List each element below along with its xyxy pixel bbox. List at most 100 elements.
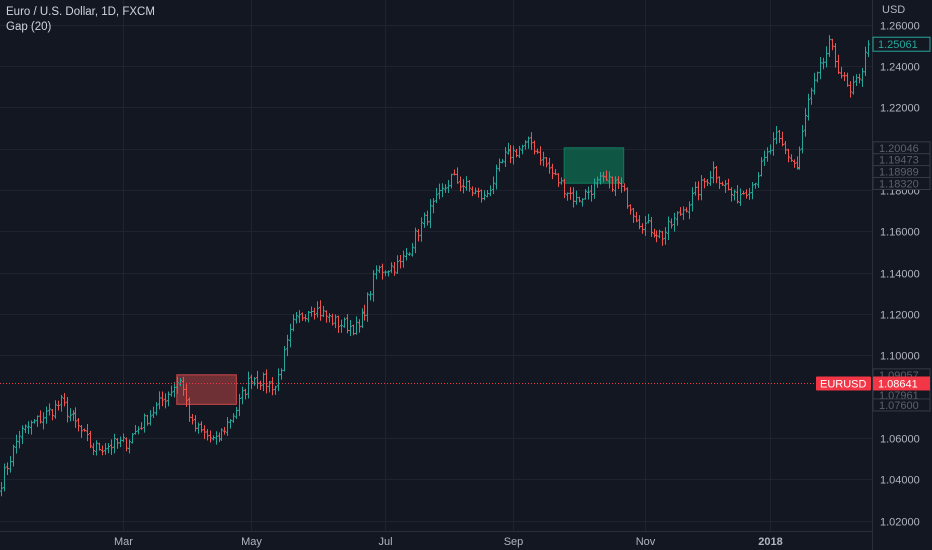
up-bar <box>369 291 372 301</box>
up-bar <box>247 371 250 399</box>
down-bar <box>194 415 197 432</box>
y-tick-label: 1.06000 <box>880 434 920 446</box>
up-bar <box>274 385 277 395</box>
x-tick-label: Mar <box>114 536 133 548</box>
up-bar <box>807 93 810 121</box>
up-bar <box>131 433 134 444</box>
down-bar <box>545 157 548 168</box>
down-bar <box>203 425 206 440</box>
up-bar <box>465 176 468 191</box>
down-bar <box>92 443 95 456</box>
up-bar <box>542 151 545 167</box>
down-bar <box>89 430 92 449</box>
up-bar <box>30 420 33 435</box>
up-bar <box>220 428 223 441</box>
time-axis[interactable]: Mar May Jul Sep Nov 2018 <box>114 536 783 548</box>
down-bar <box>742 190 745 195</box>
up-bar <box>0 482 3 497</box>
up-bar <box>647 213 650 224</box>
symbol-title[interactable]: Euro / U.S. Dollar, 1D, FXCM <box>6 6 155 18</box>
down-bar <box>617 176 620 189</box>
up-bar <box>408 252 411 256</box>
up-bar <box>95 440 98 456</box>
up-bar <box>498 158 501 172</box>
up-bar <box>414 227 417 254</box>
up-bar <box>486 189 489 198</box>
down-bar <box>250 374 253 390</box>
up-bar <box>495 164 498 190</box>
up-bar <box>593 178 596 199</box>
down-bar <box>629 204 632 215</box>
indicator-title[interactable]: Gap (20) <box>6 21 52 33</box>
down-bar <box>632 208 635 223</box>
marker-price-label: 1.08641 <box>878 378 918 390</box>
y-tick-label: 1.02000 <box>880 517 920 529</box>
down-bar <box>530 132 533 150</box>
up-bar <box>760 157 763 177</box>
up-bar <box>512 145 515 165</box>
gap-boxes <box>176 147 625 405</box>
up-bar <box>298 310 301 323</box>
up-bar <box>36 415 39 427</box>
down-bar <box>191 414 194 425</box>
up-bar <box>810 87 813 105</box>
down-bar <box>98 442 101 451</box>
gap-level-label: 1.19473 <box>879 155 919 167</box>
down-bar <box>650 216 653 237</box>
down-bar <box>736 185 739 204</box>
up-bar <box>343 317 346 328</box>
down-bar <box>6 462 9 476</box>
down-bar <box>685 207 688 213</box>
down-bar <box>834 43 837 68</box>
gap-up-box <box>563 147 625 184</box>
up-bar <box>822 57 825 70</box>
up-bar <box>524 140 527 150</box>
up-bar <box>474 187 477 195</box>
up-bar <box>644 216 647 236</box>
down-bar <box>39 410 42 424</box>
y-tick-label: 1.16000 <box>880 227 920 239</box>
up-bar <box>429 199 432 229</box>
down-bar <box>727 178 730 191</box>
up-bar <box>769 144 772 155</box>
down-bar <box>480 189 483 203</box>
down-bar <box>539 146 542 166</box>
down-bar <box>641 223 644 234</box>
up-bar <box>763 150 766 166</box>
up-bar <box>137 426 140 435</box>
up-bar <box>21 425 24 445</box>
down-bar <box>745 189 748 199</box>
up-bar <box>9 456 12 473</box>
down-bar <box>161 391 164 407</box>
up-bar <box>24 424 27 433</box>
up-bar <box>33 419 36 424</box>
down-bar <box>831 38 834 51</box>
up-bar <box>673 212 676 232</box>
down-bar <box>611 176 614 192</box>
up-bar <box>694 181 697 196</box>
up-bar <box>316 301 319 318</box>
up-bar <box>18 430 21 449</box>
up-bar <box>226 417 229 436</box>
down-bar <box>706 178 709 187</box>
down-bar <box>459 176 462 192</box>
down-bar <box>551 163 554 180</box>
up-bar <box>54 400 57 419</box>
down-bar <box>271 377 274 396</box>
down-bar <box>697 181 700 201</box>
down-bar <box>715 165 718 184</box>
down-bar <box>578 196 581 203</box>
up-bar <box>527 136 530 149</box>
currency-label: USD <box>882 4 905 16</box>
y-tick-label: 1.14000 <box>880 269 920 281</box>
last-price-label: 1.25061 <box>878 39 918 51</box>
up-bar <box>733 189 736 201</box>
down-bar <box>63 392 66 407</box>
up-bar <box>310 306 313 317</box>
up-bar <box>295 312 298 324</box>
up-bar <box>215 431 218 445</box>
down-bar <box>703 178 706 189</box>
up-bar <box>340 319 343 333</box>
up-bar <box>167 391 170 407</box>
